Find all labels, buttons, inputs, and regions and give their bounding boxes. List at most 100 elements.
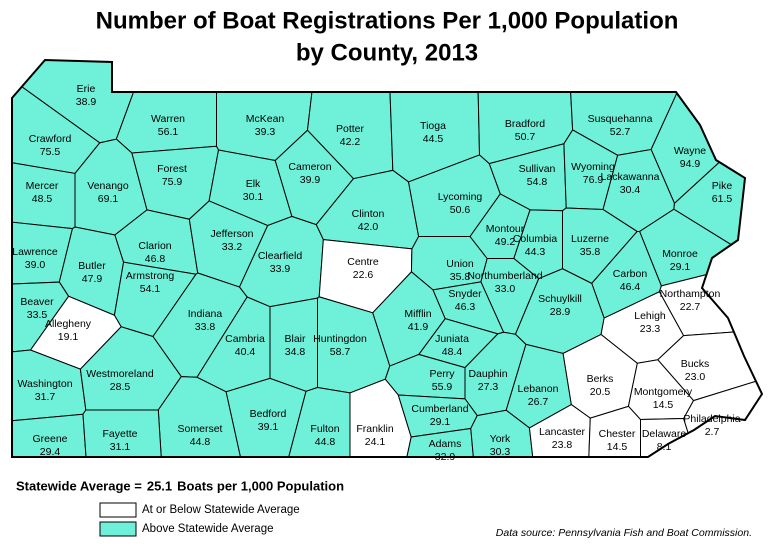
county-name: Westmoreland — [86, 368, 154, 380]
county-name: Lancaster — [539, 426, 586, 438]
county-name: Huntingdon — [313, 333, 367, 345]
county-name: Juniata — [435, 333, 469, 345]
county-value: 33.2 — [222, 241, 243, 253]
state-outline — [11, 58, 764, 458]
county-name: Union — [446, 258, 474, 270]
county-name: York — [490, 433, 511, 445]
legend-label: At or Below Statewide Average — [142, 504, 300, 516]
county-name: Elk — [246, 178, 261, 190]
county-name: Bucks — [681, 358, 710, 370]
county-name: Montgomery — [634, 386, 693, 398]
county-value: 40.4 — [235, 346, 256, 358]
county-value: 46.4 — [620, 281, 641, 293]
county-name: Warren — [151, 113, 185, 125]
county-value: 48.5 — [32, 193, 53, 205]
county-name: Cambria — [225, 333, 265, 345]
legend-label: Above Statewide Average — [142, 523, 274, 535]
county-name: Schuylkill — [538, 293, 582, 305]
average-prefix: Statewide Average = — [16, 478, 142, 493]
county-name: Lackawanna — [601, 171, 660, 183]
legend-swatch — [99, 502, 137, 518]
county-name: Chester — [599, 428, 636, 440]
title-line: Number of Boat Registrations Per 1,000 P… — [96, 7, 679, 34]
county-name: Armstrong — [126, 270, 175, 282]
county-name: Fulton — [310, 423, 339, 435]
county-value: 50.7 — [515, 131, 536, 143]
county-name: Erie — [77, 83, 96, 95]
legend: At or Below Statewide Average Above State… — [99, 502, 300, 537]
county-value: 61.5 — [712, 193, 733, 205]
county-value: 23.8 — [552, 439, 573, 451]
county-value: 38.9 — [76, 96, 97, 108]
county-value: 29.1 — [670, 261, 691, 273]
county-value: 39.3 — [255, 126, 276, 138]
county-value: 22.6 — [353, 269, 374, 281]
county-name: McKean — [246, 113, 285, 125]
county-value: 50.6 — [450, 204, 471, 216]
county-name: Lawrence — [12, 246, 58, 258]
county-value: 28.9 — [550, 306, 571, 318]
county-value: 52.7 — [610, 126, 631, 138]
county-value: 42.2 — [340, 136, 361, 148]
county-name: Franklin — [356, 423, 394, 435]
county-value: 44.3 — [525, 246, 546, 258]
legend-swatch — [99, 521, 137, 537]
county-value: 32.9 — [435, 451, 456, 463]
county-value: 42.0 — [358, 221, 379, 233]
county-value: 75.9 — [162, 176, 183, 188]
county-value: 76.9 — [583, 174, 604, 186]
county-value: 54.1 — [140, 283, 161, 295]
county-value: 58.7 — [330, 346, 351, 358]
county-value: 2.7 — [705, 426, 720, 438]
county-name: Potter — [336, 123, 365, 135]
county-value: 41.9 — [408, 321, 429, 333]
county-name: Clinton — [352, 208, 385, 220]
county-name: Mifflin — [404, 308, 431, 320]
county-name: Clearfield — [258, 250, 303, 262]
county-value: 39.9 — [300, 174, 321, 186]
county-name: Clarion — [138, 240, 171, 252]
county-name: Fayette — [102, 428, 137, 440]
county-value: 44.8 — [315, 436, 336, 448]
county-name: Indiana — [188, 308, 223, 320]
county-value: 33.9 — [270, 263, 291, 275]
county-value: 75.5 — [40, 146, 61, 158]
county-name: Pike — [712, 180, 733, 192]
county-name: Allegheny — [45, 318, 92, 330]
county-value: 47.9 — [82, 273, 103, 285]
county-name: Crawford — [29, 133, 72, 145]
county-value: 55.9 — [432, 381, 453, 393]
county-value: 48.4 — [442, 346, 463, 358]
county-value: 30.1 — [243, 191, 264, 203]
county-value: 35.8 — [450, 271, 471, 283]
county-name: Wayne — [674, 145, 706, 157]
county-value: 27.3 — [478, 381, 499, 393]
county-value: 33.0 — [495, 283, 516, 295]
county-name: Delaware — [642, 428, 687, 440]
county-value: 14.5 — [607, 441, 628, 453]
county-name: Philadelphia — [683, 413, 740, 425]
county-value: 23.0 — [685, 371, 706, 383]
county-name: Centre — [347, 256, 379, 268]
county-name: Carbon — [613, 268, 648, 280]
county-name: Susquehanna — [588, 113, 653, 125]
county-name: Venango — [87, 180, 129, 192]
county-name: Bradford — [505, 118, 545, 130]
county-name: Jefferson — [211, 228, 254, 240]
county-name: Sullivan — [519, 163, 556, 175]
county-name: Cumberland — [411, 403, 468, 415]
county-value: 24.1 — [365, 436, 386, 448]
county-value: 22.7 — [680, 301, 701, 313]
county-value: 34.8 — [285, 346, 306, 358]
county-name: Cameron — [288, 161, 331, 173]
county-value: 23.3 — [640, 323, 661, 335]
county-value: 39.1 — [258, 421, 279, 433]
county-value: 8.1 — [657, 441, 672, 453]
county-name: Greene — [32, 433, 67, 445]
county-name: Lehigh — [634, 310, 666, 322]
county-value: 33.8 — [195, 321, 216, 333]
county-name: Adams — [429, 438, 462, 450]
county-value: 26.7 — [528, 396, 549, 408]
county-value: 56.1 — [158, 126, 179, 138]
